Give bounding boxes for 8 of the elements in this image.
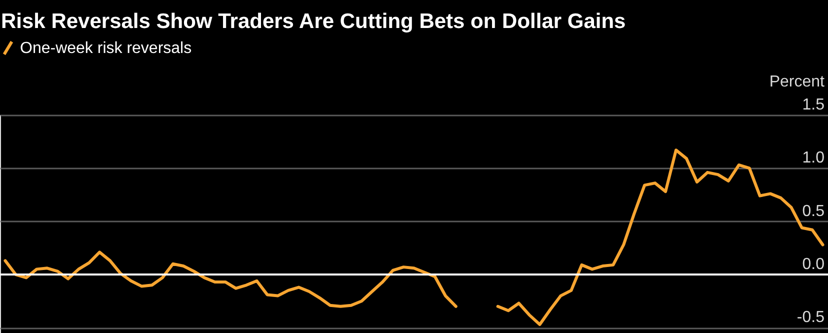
- y-tick-label: 0.5: [802, 202, 825, 220]
- y-tick-label: 0.0: [802, 256, 825, 274]
- y-tick-label: 1.5: [802, 96, 825, 114]
- y-axis-title: Percent: [769, 74, 826, 90]
- y-tick-label: 1.0: [802, 150, 825, 167]
- y-tick-label: -0.5: [796, 309, 825, 326]
- chart-title: Risk Reversals Show Traders Are Cutting Bets on Dollar Gains: [1, 10, 626, 33]
- legend-label: One-week risk reversals: [20, 40, 192, 57]
